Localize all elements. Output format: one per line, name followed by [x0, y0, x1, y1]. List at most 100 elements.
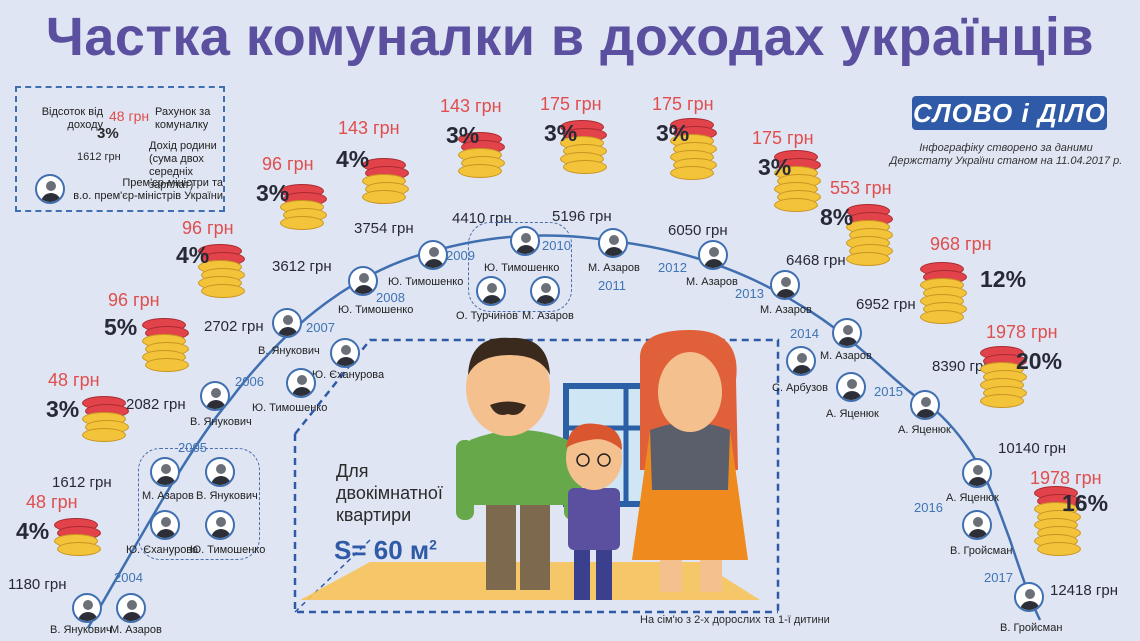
bill-value: 175 грн [652, 94, 714, 114]
percent-value: 3% [758, 154, 792, 180]
coin-stack [920, 262, 968, 332]
percent-value: 20% [1016, 348, 1063, 374]
coin-icon [82, 428, 126, 442]
pm-avatar [786, 346, 816, 376]
year-2011: 2011 [598, 278, 626, 293]
coin-icon [280, 216, 324, 230]
percent-value: 3% [656, 120, 690, 146]
income-value: 8390 грн [932, 358, 992, 375]
pm-avatar [962, 510, 992, 540]
bill-value: 968 грн [930, 234, 992, 254]
coin-icon [774, 198, 818, 212]
legend-bill-label: Рахунок за комуналку [155, 106, 211, 131]
income-value: 1612 грн [52, 474, 112, 491]
legend-percent-value: 3% [97, 125, 119, 142]
income-value: 10140 грн [998, 440, 1066, 457]
bill-value: 48 грн [26, 492, 78, 512]
pm-label: М. Азаров [760, 304, 812, 316]
income-value: 1180 грн [8, 576, 67, 593]
pm-label: С. Арбузов [772, 382, 828, 394]
pm-avatar [510, 226, 540, 256]
legend-bill-value: 48 грн [109, 108, 150, 124]
apartment-area: S= 60 м2 [334, 535, 437, 565]
bill-value: 175 грн [752, 128, 814, 148]
legend-percent-label: Відсоток від доходу [41, 106, 103, 131]
pm-label: Ю. Тимошенко [388, 276, 464, 288]
pm-label: М. Азаров [588, 262, 640, 274]
pm-avatar [150, 510, 180, 540]
year-2004: 2004 [114, 570, 143, 585]
coin-stack [846, 204, 894, 274]
income-value: 3612 грн [272, 258, 332, 275]
percent-value: 4% [336, 146, 370, 172]
pm-label: О. Турчинов [456, 310, 518, 322]
year-2013: 2013 [735, 286, 764, 301]
year-2008: 2008 [376, 290, 405, 305]
income-value: 6050 грн [668, 222, 728, 239]
pm-label: Ю. Єханурова [126, 544, 199, 556]
bill-value: 143 грн [440, 96, 502, 116]
year-2009: 2009 [446, 248, 475, 263]
year-2014: 2014 [790, 326, 819, 341]
pm-label: Ю. Тимошенко [484, 262, 560, 274]
pm-avatar [476, 276, 506, 306]
income-value: 2702 грн [204, 318, 264, 335]
bill-value: 96 грн [108, 290, 160, 310]
pm-avatar [598, 228, 628, 258]
bill-value: 553 грн [830, 178, 892, 198]
percent-value: 16% [1062, 490, 1109, 516]
coin-stack [362, 158, 410, 212]
income-value: 3754 грн [354, 220, 414, 237]
brand-logo: СЛОВО і ДІЛО [912, 96, 1107, 130]
legend-pm-label: Прем'єр-міністри та в.о. прем'єр-міністрі… [73, 177, 223, 202]
year-2016: 2016 [914, 500, 943, 515]
pm-avatar [698, 240, 728, 270]
legend-pm-avatar [35, 174, 65, 204]
page-title: Частка комуналки в доходах українців [45, 7, 1095, 67]
pm-avatar [272, 308, 302, 338]
coin-stack [198, 244, 246, 306]
year-2006: 2006 [235, 374, 264, 389]
pm-label: А. Яценюк [826, 408, 879, 420]
coin-stack [142, 318, 190, 380]
coin-icon [980, 394, 1024, 408]
percent-value: 4% [176, 242, 210, 268]
coin-icon [1037, 542, 1081, 556]
pm-avatar [770, 270, 800, 300]
bill-value: 143 грн [338, 118, 400, 138]
bill-value: 1978 грн [1030, 468, 1102, 488]
pm-avatar [962, 458, 992, 488]
apartment-caption: Для двокімнатної квартири [336, 461, 443, 525]
percent-value: 5% [104, 314, 138, 340]
year-2017: 2017 [984, 570, 1013, 585]
income-value: 6468 грн [786, 252, 846, 269]
pm-label: Ю. Єханурова [312, 369, 385, 381]
pm-avatar [530, 276, 560, 306]
pm-label: М. Азаров [142, 490, 194, 502]
bill-value: 96 грн [182, 218, 234, 238]
pm-avatar [418, 240, 448, 270]
coin-stack [82, 396, 130, 450]
coin-stack [774, 150, 822, 220]
percent-value: 3% [46, 396, 80, 422]
coin-icon [362, 190, 406, 204]
pm-avatar [832, 318, 862, 348]
pm-label: В. Янукович [190, 416, 252, 428]
coin-icon [201, 284, 245, 298]
coin-icon [670, 166, 714, 180]
legend-income-label: Дохід родини (сума двох середніх зарплат) [149, 140, 217, 191]
pm-avatar [205, 457, 235, 487]
pm-avatar [205, 510, 235, 540]
coin-stack [670, 118, 718, 188]
percent-value: 12% [980, 266, 1027, 292]
percent-value: 3% [446, 122, 480, 148]
coin-stack [1034, 486, 1082, 564]
coin-stack [458, 132, 506, 186]
coin-stack [560, 120, 608, 182]
pm-avatar [1014, 582, 1044, 612]
bill-value: 175 грн [540, 94, 602, 114]
source-note: Інфографіку створено за даними Держстату… [889, 142, 1123, 167]
year-2012: 2012 [658, 260, 687, 275]
pm-avatar [200, 381, 230, 411]
year-2015: 2015 [874, 384, 903, 399]
